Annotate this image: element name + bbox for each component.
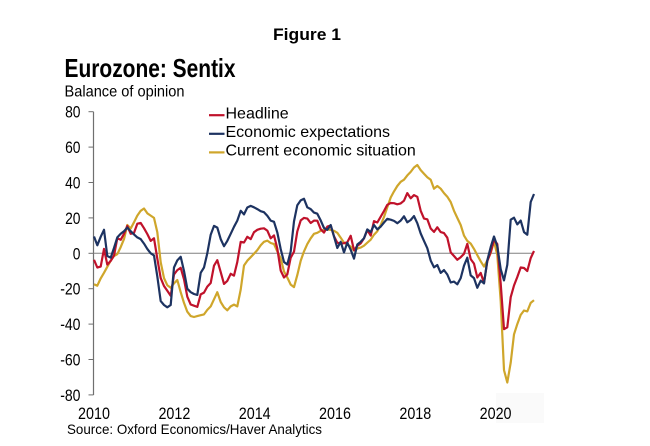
- svg-text:60: 60: [65, 139, 80, 157]
- svg-text:2016: 2016: [319, 405, 351, 423]
- svg-text:2010: 2010: [78, 405, 110, 423]
- svg-text:-80: -80: [60, 387, 80, 405]
- svg-text:Eurozone: Sentix: Eurozone: Sentix: [65, 53, 236, 83]
- svg-text:-40: -40: [60, 316, 80, 334]
- svg-text:2018: 2018: [399, 405, 431, 423]
- svg-text:Current economic situation: Current economic situation: [226, 143, 416, 160]
- svg-text:40: 40: [65, 175, 80, 193]
- svg-text:-60: -60: [60, 352, 80, 370]
- svg-text:2020: 2020: [480, 405, 512, 423]
- svg-text:80: 80: [65, 104, 80, 122]
- svg-text:0: 0: [73, 245, 81, 263]
- svg-text:2014: 2014: [239, 405, 271, 423]
- svg-text:20: 20: [65, 210, 80, 228]
- svg-text:Balance of opinion: Balance of opinion: [65, 84, 185, 101]
- svg-text:Source: Oxford Economics/Haver: Source: Oxford Economics/Haver Analytics: [67, 421, 322, 437]
- svg-text:-20: -20: [60, 281, 80, 299]
- svg-text:Headline: Headline: [226, 106, 289, 123]
- svg-text:Economic expectations: Economic expectations: [226, 124, 391, 141]
- svg-text:Figure 1: Figure 1: [273, 25, 341, 44]
- svg-text:2012: 2012: [158, 405, 190, 423]
